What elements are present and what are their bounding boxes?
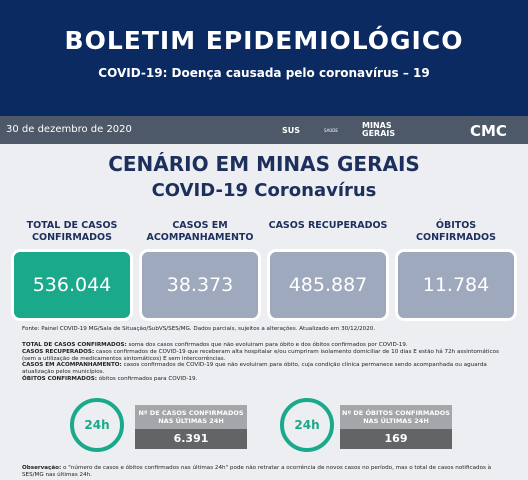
box: Nº DE CASOS CONFIRMADOS NAS ÚLTIMAS 24H 6… xyxy=(135,405,247,449)
heading-sub: COVID-19 Coronavírus xyxy=(151,180,377,201)
box-value: 169 xyxy=(340,429,452,449)
observation: Observação: o "número de casos e óbitos … xyxy=(22,465,512,479)
card-label: CASOS RECUPERADOS xyxy=(268,220,388,231)
icon-label: 24h xyxy=(84,418,110,432)
source: Fonte: Painel COVID-19 MG/Sala de Situaç… xyxy=(22,326,376,332)
definition-term: TOTAL DE CASOS CONFIRMADOS: xyxy=(22,342,127,348)
card-label: TOTAL DE CASOS CONFIRMADOS xyxy=(26,220,118,243)
box-label: Nº DE ÓBITOS CONFIRMADOS NAS ÚLTIMAS 24H xyxy=(340,405,452,429)
card-label: ÓBITOS CONFIRMADOS xyxy=(416,220,496,243)
definition-text: casos confirmados de COVID-19 que recebe… xyxy=(22,348,499,362)
definition: CASOS EM ACOMPANHAMENTO: casos confirmad… xyxy=(22,362,512,376)
card-value: 536.044 xyxy=(14,252,130,318)
logo: CMC xyxy=(470,122,507,140)
card-value: 38.373 xyxy=(142,252,258,318)
card-value: 11.784 xyxy=(398,252,514,318)
header: BOLETIM EPIDEMIOLÓGICO COVID-19: Doença … xyxy=(0,0,528,116)
definition-text: casos confirmados de COVID-19 que não ev… xyxy=(22,362,487,376)
observation-term: Observação: xyxy=(22,465,62,471)
icon-label: 24h xyxy=(294,418,320,432)
clock-icon: 24h xyxy=(280,398,334,452)
definition: TOTAL DE CASOS CONFIRMADOS: soma dos cas… xyxy=(22,342,512,349)
date: 30 de dezembro de 2020 xyxy=(6,124,132,135)
clock-icon: 24h xyxy=(70,398,124,452)
box-value: 6.391 xyxy=(135,429,247,449)
date-bar: 30 de dezembro de 2020 SUS SAÚDE MINAS G… xyxy=(0,116,528,144)
definition-text: soma dos casos confirmados que não evolu… xyxy=(128,342,408,348)
subtitle: COVID-19: Doença causada pelo coronavíru… xyxy=(98,66,430,80)
card-value: 485.887 xyxy=(270,252,386,318)
definition: ÓBITOS CONFIRMADOS: óbitos confirmados p… xyxy=(22,376,512,383)
box-label: Nº DE CASOS CONFIRMADOS NAS ÚLTIMAS 24H xyxy=(135,405,247,429)
card-label: CASOS EM ACOMPANHAMENTO xyxy=(146,220,254,243)
logo: MINAS GERAIS xyxy=(362,121,396,138)
box: Nº DE ÓBITOS CONFIRMADOS NAS ÚLTIMAS 24H… xyxy=(340,405,452,449)
definition-term: ÓBITOS CONFIRMADOS: xyxy=(22,375,97,382)
logo: SAÚDE xyxy=(324,128,338,133)
definitions: TOTAL DE CASOS CONFIRMADOS: soma dos cas… xyxy=(22,342,512,383)
title: BOLETIM EPIDEMIOLÓGICO xyxy=(64,26,464,55)
observation-text: o "número de casos e óbitos confirmados … xyxy=(22,465,492,478)
heading: CENÁRIO EM MINAS GERAIS xyxy=(108,152,420,176)
definition-text: óbitos confirmados para COVID-19. xyxy=(98,375,198,382)
definition-term: CASOS EM ACOMPANHAMENTO: xyxy=(22,362,122,369)
definition-term: CASOS RECUPERADOS: xyxy=(22,348,95,355)
definition: CASOS RECUPERADOS: casos confirmados de … xyxy=(22,349,512,363)
logo: SUS xyxy=(282,126,301,135)
